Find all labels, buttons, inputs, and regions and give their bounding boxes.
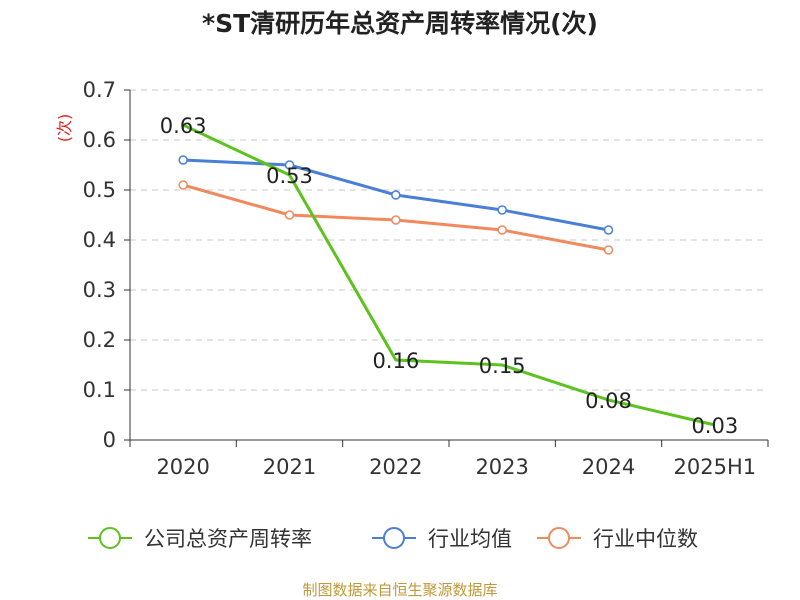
- x-tick-label: 2022: [369, 455, 422, 479]
- x-tick-label: 2023: [475, 455, 528, 479]
- data-point: [178, 180, 188, 190]
- legend-marker: [383, 527, 405, 549]
- grid-lines: [130, 89, 768, 391]
- legend-item[interactable]: 行业均值: [372, 527, 512, 551]
- data-labels: 0.63 0.53 0.16 0.15 0.08 0.03: [160, 114, 738, 438]
- data-point: [497, 225, 507, 235]
- data-label: 0.15: [479, 354, 526, 378]
- data-point: [391, 215, 401, 225]
- source-note: 制图数据来自恒生聚源数据库: [302, 581, 497, 599]
- y-tick-label: 0: [103, 428, 116, 452]
- data-label: 0.16: [372, 349, 419, 373]
- y-tick-label: 0.4: [83, 228, 116, 252]
- data-label: 0.53: [266, 164, 313, 188]
- legend-marker: [99, 527, 121, 549]
- legend-label: 行业中位数: [593, 527, 698, 551]
- y-tick-label: 0.3: [83, 278, 116, 302]
- data-point: [497, 205, 507, 215]
- x-tick-label: 2020: [156, 455, 209, 479]
- legend-label: 行业均值: [428, 527, 512, 551]
- axes: 0 0.1 0.2 0.3 0.4 0.5 0.6 0.7 2020 2021 2022 2023 20…: [83, 78, 769, 479]
- data-point: [178, 155, 188, 165]
- y-tick-label: 0.5: [83, 178, 116, 202]
- legend-item[interactable]: 公司总资产周转率: [88, 527, 312, 551]
- data-point: [284, 210, 295, 220]
- data-point: [284, 160, 295, 170]
- legend-label: 公司总资产周转率: [144, 527, 312, 551]
- y-tick-label: 0.7: [83, 78, 116, 102]
- x-tick-label: 2024: [582, 455, 635, 479]
- data-label: 0.08: [585, 389, 632, 413]
- data-point: [391, 190, 401, 200]
- x-tick-label: 2025H1: [674, 455, 757, 479]
- y-axis-label: (次): [55, 114, 74, 143]
- series-line-0: [182, 123, 716, 427]
- x-tick-label: 2021: [263, 455, 316, 479]
- data-point: [603, 245, 614, 255]
- data-point: [603, 225, 614, 235]
- series-lines: [178, 123, 716, 427]
- legend-item[interactable]: 行业中位数: [537, 527, 698, 551]
- data-label: 0.03: [691, 414, 738, 438]
- chart-title: *ST清研历年总资产周转率情况(次): [202, 9, 598, 38]
- legend-marker: [548, 527, 570, 549]
- y-tick-label: 0.6: [83, 128, 116, 152]
- y-tick-label: 0.2: [83, 328, 116, 352]
- y-tick-label: 0.1: [83, 378, 116, 402]
- legend[interactable]: 公司总资产周转率 行业均值 行业中位数: [88, 527, 698, 551]
- data-label: 0.63: [160, 114, 207, 138]
